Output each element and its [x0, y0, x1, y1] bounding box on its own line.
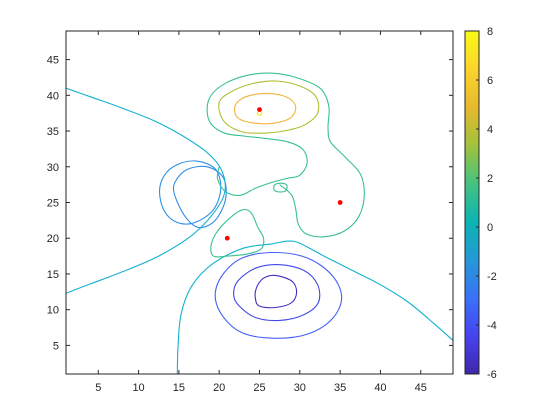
colorbar-tick-label: 8 [487, 26, 493, 38]
contour-line-level-2-1 [210, 208, 265, 258]
contour-line-level--3-0 [214, 251, 343, 339]
x-tick-label: 35 [334, 382, 346, 394]
colorbar-frame [464, 30, 480, 375]
colorbar [465, 31, 479, 374]
contour-line-level--4-0 [233, 264, 321, 322]
y-tick-label: 10 [47, 305, 59, 317]
y-axis: 5 10 15 20 25 30 35 40 45 [47, 55, 453, 352]
colorbar-tick-label: -2 [487, 271, 497, 283]
contour-line-level-0-0 [66, 87, 226, 294]
x-tick-label: 40 [374, 382, 386, 394]
x-axis: 5 10 15 20 25 30 35 40 45 [95, 31, 427, 394]
y-tick-label: 25 [47, 198, 59, 210]
contour-lines [66, 72, 453, 374]
y-tick-label: 15 [47, 269, 59, 281]
data-points [224, 107, 343, 241]
colorbar-tick-label: 4 [487, 124, 493, 136]
colorbar-tick-label: -6 [487, 369, 497, 381]
y-tick-label: 20 [47, 233, 59, 245]
colorbar-tick-label: 2 [487, 173, 493, 185]
x-tick-label: 20 [213, 382, 225, 394]
contour-line-level-6-0 [233, 92, 297, 125]
x-tick-label: 30 [294, 382, 306, 394]
plot-area [66, 31, 453, 374]
contour-line-level-4-0 [218, 80, 320, 134]
y-tick-label: 5 [53, 340, 59, 352]
x-tick-label: 15 [173, 382, 185, 394]
colorbar-tick-label: 6 [487, 75, 493, 87]
y-tick-label: 40 [47, 90, 59, 102]
contour-line-level--1-1 [158, 160, 222, 225]
contour-line-level-2-0 [206, 72, 365, 238]
x-tick-label: 45 [415, 382, 427, 394]
x-tick-label: 5 [95, 382, 101, 394]
y-tick-label: 30 [47, 162, 59, 174]
contour-line-level--5-0 [254, 274, 298, 309]
contour-line-level-2-2 [273, 182, 288, 193]
contour-line-level-0-1 [176, 240, 453, 374]
data-point-0 [257, 107, 262, 113]
x-tick-label: 10 [132, 382, 144, 394]
colorbar-tick-label: -4 [487, 320, 497, 332]
data-point-2 [224, 235, 230, 241]
data-point-1 [337, 200, 343, 205]
colorbar-tick-label: 0 [487, 222, 493, 234]
colorbar-axis: -6 -4 -2 0 2 4 6 8 [476, 26, 497, 381]
x-tick-label: 25 [253, 382, 265, 394]
y-tick-label: 35 [47, 126, 59, 138]
y-tick-label: 45 [47, 55, 59, 67]
